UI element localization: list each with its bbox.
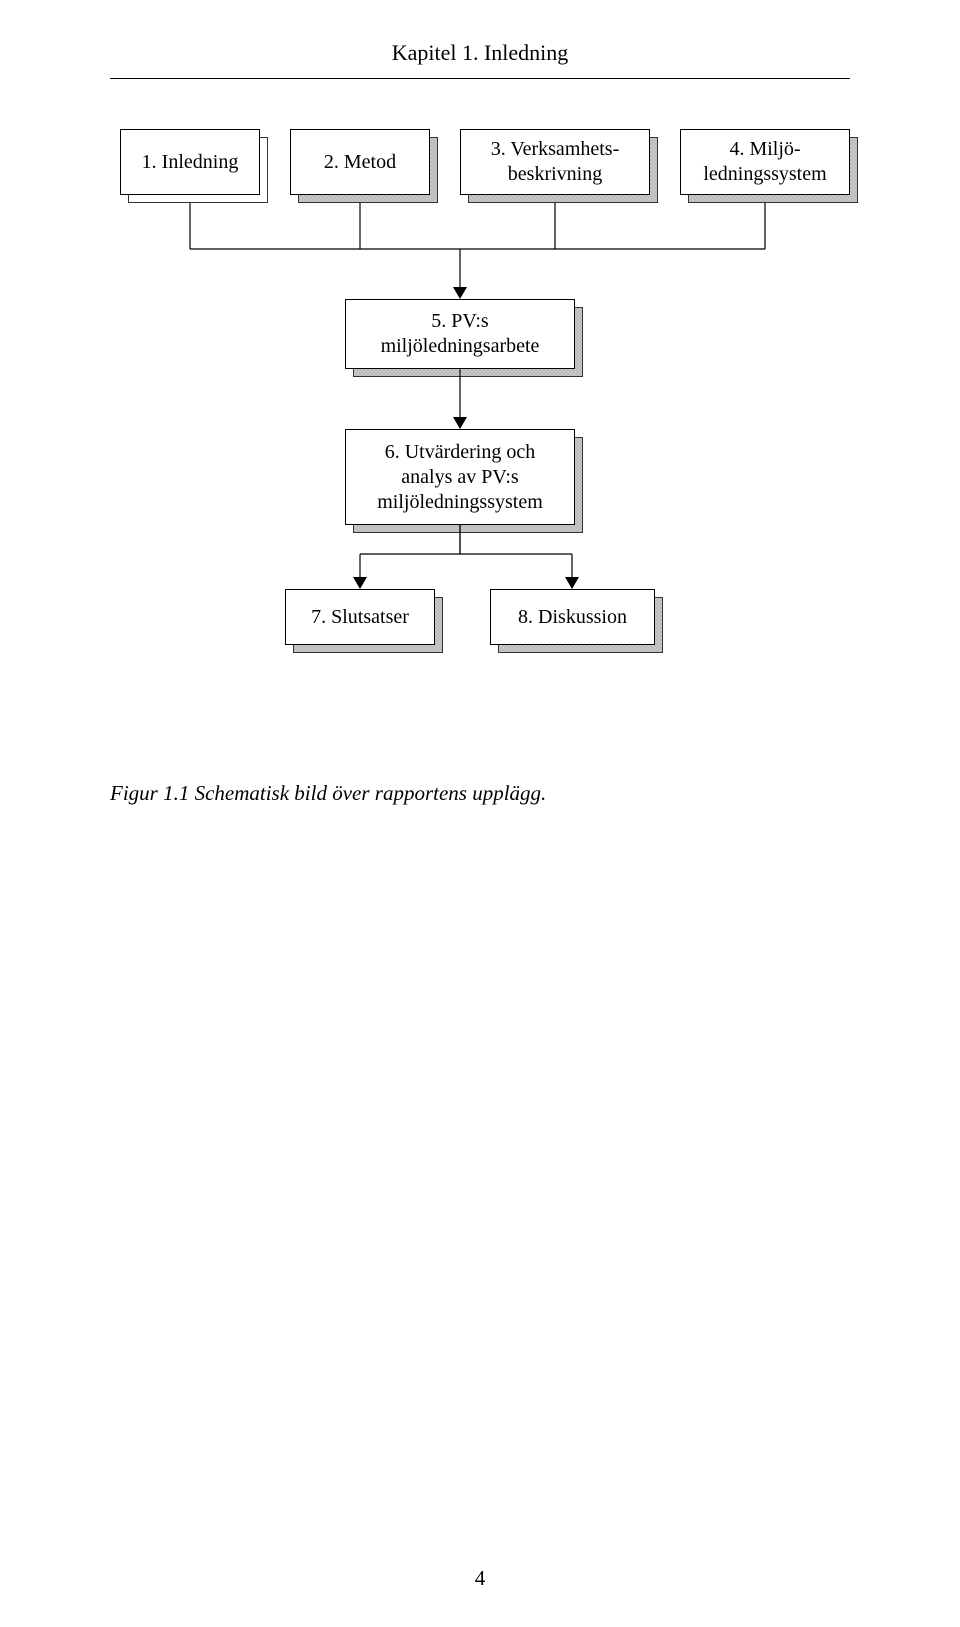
page-number: 4 <box>0 1566 960 1591</box>
node-box: 5. PV:smiljöledningsarbete <box>345 299 575 369</box>
flowchart: 1. Inledning 2. Metod 3. Verksamhets-beskr… <box>110 129 850 749</box>
flowchart-node: 5. PV:smiljöledningsarbete <box>345 299 575 369</box>
flowchart-node: 6. Utvärdering ochanalys av PV:smiljöled… <box>345 429 575 525</box>
flowchart-node: 4. Miljö-ledningssystem <box>680 129 850 195</box>
flowchart-node: 3. Verksamhets-beskrivning <box>460 129 650 195</box>
flowchart-node: 1. Inledning <box>120 129 260 195</box>
page-header: Kapitel 1. Inledning <box>110 40 850 79</box>
node-box: 2. Metod <box>290 129 430 195</box>
node-box: 1. Inledning <box>120 129 260 195</box>
node-box: 7. Slutsatser <box>285 589 435 645</box>
flowchart-node: 7. Slutsatser <box>285 589 435 645</box>
node-box: 8. Diskussion <box>490 589 655 645</box>
node-box: 6. Utvärdering ochanalys av PV:smiljöled… <box>345 429 575 525</box>
node-box: 3. Verksamhets-beskrivning <box>460 129 650 195</box>
flowchart-node: 2. Metod <box>290 129 430 195</box>
figure-caption: Figur 1.1 Schematisk bild över rapporten… <box>110 781 850 806</box>
node-box: 4. Miljö-ledningssystem <box>680 129 850 195</box>
flowchart-node: 8. Diskussion <box>490 589 655 645</box>
